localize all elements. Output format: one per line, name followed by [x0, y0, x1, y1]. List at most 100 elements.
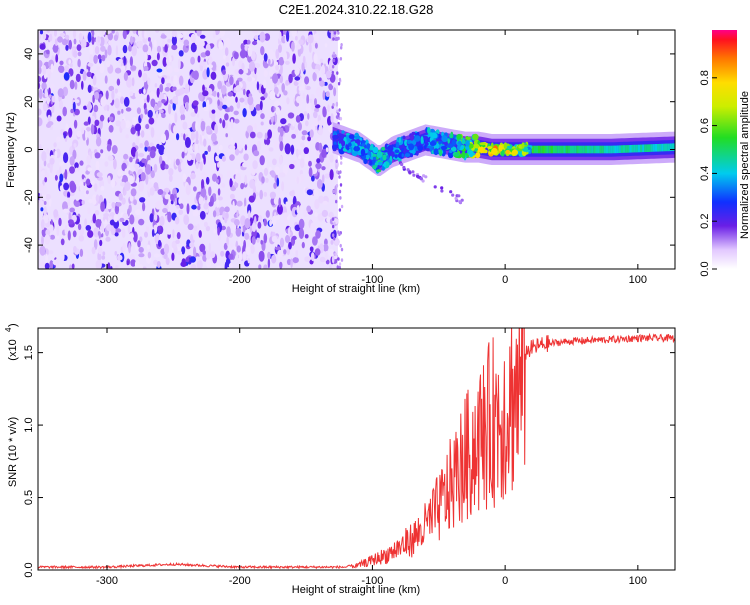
heatmap-cell — [87, 62, 94, 67]
heatmap-cell — [314, 69, 319, 74]
heatmap-cell — [274, 166, 280, 176]
heatmap-cell — [88, 198, 93, 204]
heatmap-cell — [39, 245, 46, 256]
heatmap-cell — [298, 218, 305, 230]
heatmap-cell — [614, 145, 617, 154]
heatmap-cell — [193, 186, 197, 192]
heatmap-cell — [131, 77, 135, 87]
heatmap-cell — [158, 109, 164, 114]
heatmap-cell — [286, 30, 290, 42]
heatmap-cell — [336, 130, 340, 135]
heatmap-cell — [154, 224, 158, 233]
heatmap-cell — [119, 30, 123, 40]
heatmap-cell — [652, 144, 655, 152]
heatmap-cell — [219, 118, 222, 124]
heatmap-cell — [106, 60, 111, 68]
colorbar-tick-label: 0.8 — [699, 70, 711, 85]
heatmap-cell — [124, 168, 130, 175]
heatmap-cell — [128, 242, 131, 254]
heatmap-cell — [51, 95, 56, 103]
heatmap-cell — [230, 118, 234, 129]
heatmap-cell — [216, 199, 220, 208]
heatmap-cell — [199, 210, 206, 220]
heatmap-cell — [332, 144, 338, 150]
heatmap-cell — [447, 151, 454, 159]
heatmap-cell — [46, 49, 50, 55]
heatmap-cell — [625, 145, 628, 153]
heatmap-cell — [44, 88, 48, 98]
heatmap-signal-cells — [332, 127, 533, 205]
heatmap-cell — [44, 234, 51, 245]
heatmap-cell — [195, 161, 199, 170]
heatmap-cell — [339, 196, 342, 200]
heatmap-cell — [157, 100, 162, 108]
heatmap-cell — [177, 58, 181, 70]
heatmap-cell — [144, 31, 148, 39]
heatmap-cell — [86, 127, 91, 132]
snr-y-tick-label: 0.5 — [23, 490, 35, 505]
heatmap-cell — [142, 37, 147, 44]
heatmap-cell — [240, 182, 245, 190]
heatmap-cell — [157, 239, 162, 247]
heatmap-cell — [239, 49, 247, 59]
heatmap-cell — [275, 64, 280, 71]
heatmap-cell — [145, 226, 150, 233]
heatmap-cell — [178, 197, 182, 205]
heatmap-cell — [123, 96, 130, 107]
heatmap-cell — [87, 167, 92, 172]
heatmap-cell — [304, 256, 311, 262]
heatmap-cell — [178, 75, 184, 86]
heatmap-cell — [105, 236, 111, 242]
heatmap-cell — [341, 130, 345, 134]
heatmap-cell — [172, 102, 176, 111]
heatmap-cell — [584, 145, 587, 154]
heatmap-cell — [173, 125, 177, 135]
heatmap-cell — [298, 86, 302, 91]
heatmap-cell — [81, 80, 84, 90]
heatmap-cell — [79, 185, 83, 192]
heatmap-cell — [216, 179, 219, 184]
heatmap-cell — [268, 147, 274, 152]
heatmap-cell — [163, 149, 166, 154]
heatmap-cell — [61, 38, 68, 46]
heatmap-cell — [129, 91, 134, 97]
heatmap-cell — [333, 34, 336, 38]
heatmap-cell — [114, 88, 119, 94]
heatmap-cell — [59, 161, 63, 166]
heatmap-cell — [669, 143, 672, 152]
heatmap-cell — [338, 189, 342, 194]
heatmap-cell — [168, 168, 174, 176]
heatmap-cell — [411, 170, 415, 174]
heatmap-cell — [286, 42, 289, 49]
heatmap-cell — [318, 195, 324, 204]
heatmap-cell — [610, 145, 613, 154]
colorbar-ticks: 0.0 0.2 0.4 0.6 0.8 — [699, 70, 717, 277]
heatmap-cell — [128, 264, 132, 269]
heatmap-cell — [155, 110, 159, 119]
heatmap-cell — [578, 145, 581, 154]
heatmap-cell — [127, 175, 134, 185]
heatmap-cell — [97, 36, 101, 43]
heatmap-cell — [144, 52, 148, 63]
heatmap-cell — [208, 186, 212, 197]
heatmap-cell — [287, 112, 295, 119]
heatmap-x-tick-label: -100 — [361, 274, 383, 286]
heatmap-cell — [401, 148, 404, 152]
heatmap-cell — [85, 225, 92, 231]
heatmap-cell — [243, 88, 246, 96]
heatmap-cell — [53, 30, 58, 37]
heatmap-cell — [180, 113, 186, 121]
heatmap-cell — [268, 112, 274, 117]
heatmap-cell — [332, 51, 336, 56]
heatmap-cell — [104, 161, 109, 167]
heatmap-cell — [189, 256, 196, 263]
heatmap-cell — [283, 249, 287, 255]
heatmap-cell — [304, 234, 309, 239]
heatmap-cell — [185, 256, 190, 263]
heatmap-cell — [449, 190, 453, 194]
heatmap-cell — [225, 212, 229, 219]
heatmap-cell — [440, 189, 444, 193]
heatmap-cell — [103, 213, 110, 218]
heatmap-cell — [102, 137, 108, 147]
heatmap-cell — [46, 123, 52, 128]
